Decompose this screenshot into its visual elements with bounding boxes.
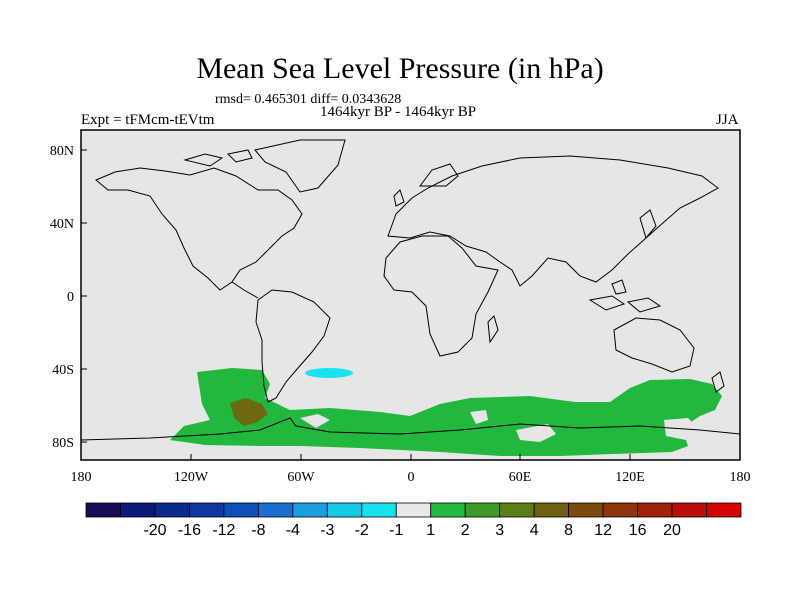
colorbar-swatch — [706, 502, 742, 518]
stats-line: rmsd= 0.465301 diff= 0.0343628 — [215, 92, 402, 107]
neutral-patch — [516, 424, 556, 442]
colorbar-label: -1 — [389, 522, 403, 539]
chart-title: Mean Sea Level Pressure (in hPa) — [196, 52, 604, 85]
lon-tick-label: 60E — [509, 470, 532, 485]
colorbar-label: 8 — [564, 522, 573, 539]
lon-tick-label: 120E — [615, 470, 645, 485]
colorbar-label: -3 — [320, 522, 334, 539]
colorbar-swatch — [637, 502, 673, 518]
colorbar-label: 1 — [426, 522, 435, 539]
colorbar-swatch — [326, 502, 363, 518]
colorbar-swatch — [85, 502, 121, 518]
colorbar-label: 3 — [495, 522, 504, 539]
lat-tick-label: 80N — [50, 144, 74, 159]
anomaly-negative-region — [305, 368, 353, 378]
axis-ticks — [80, 149, 741, 460]
colorbar-label: 16 — [629, 522, 647, 539]
colorbar-swatch — [361, 502, 397, 518]
colorbar-swatch — [395, 502, 432, 518]
lon-tick-label: 120W — [174, 470, 209, 485]
lon-tick-label: 180 — [71, 470, 92, 485]
colorbar: -20 -16 -12 -8 -4 -3 -2 -1 1 2 3 4 8 12 16 20 — [85, 502, 742, 539]
colorbar-swatch — [154, 502, 190, 518]
colorbar-swatch — [430, 502, 466, 518]
lon-tick-label: 180 — [730, 470, 751, 485]
colorbar-label: 2 — [461, 522, 470, 539]
colorbar-label: -12 — [212, 522, 235, 539]
anomaly-strong-region — [230, 398, 268, 426]
experiment-label: Expt = tFMcm-tEVtm — [81, 112, 215, 128]
colorbar-swatch — [120, 502, 156, 518]
season-label: JJA — [716, 112, 739, 128]
colorbar-swatch — [223, 502, 259, 518]
lon-tick-label: 60W — [287, 470, 315, 485]
colorbar-swatch — [602, 502, 638, 518]
colorbar-swatch — [464, 502, 501, 518]
colorbar-swatch — [499, 502, 535, 518]
neutral-patch — [300, 414, 330, 428]
period-line: 1464kyr BP - 1464kyr BP — [320, 104, 477, 120]
lat-tick-label: 0 — [67, 290, 74, 305]
lat-tick-label: 40N — [50, 217, 74, 232]
colorbar-swatch — [292, 502, 328, 518]
colorbar-swatch — [189, 502, 225, 518]
colorbar-label: 20 — [663, 522, 681, 539]
lat-tick-label: 40S — [52, 363, 74, 378]
colorbar-label: -8 — [251, 522, 265, 539]
colorbar-label: -16 — [178, 522, 201, 539]
neutral-patch — [470, 410, 488, 424]
colorbar-swatch — [257, 502, 294, 518]
colorbar-label: 12 — [594, 522, 612, 539]
coastlines — [80, 139, 741, 441]
colorbar-label: -20 — [143, 522, 166, 539]
lat-tick-label: 80S — [52, 436, 74, 451]
colorbar-swatch — [533, 502, 570, 518]
colorbar-swatch — [671, 502, 707, 518]
colorbar-label: -4 — [286, 522, 300, 539]
lon-tick-label: 0 — [408, 470, 415, 485]
anomaly-positive-region — [170, 368, 722, 456]
colorbar-label: -2 — [355, 522, 369, 539]
colorbar-swatch — [568, 502, 604, 518]
colorbar-label: 4 — [530, 522, 539, 539]
